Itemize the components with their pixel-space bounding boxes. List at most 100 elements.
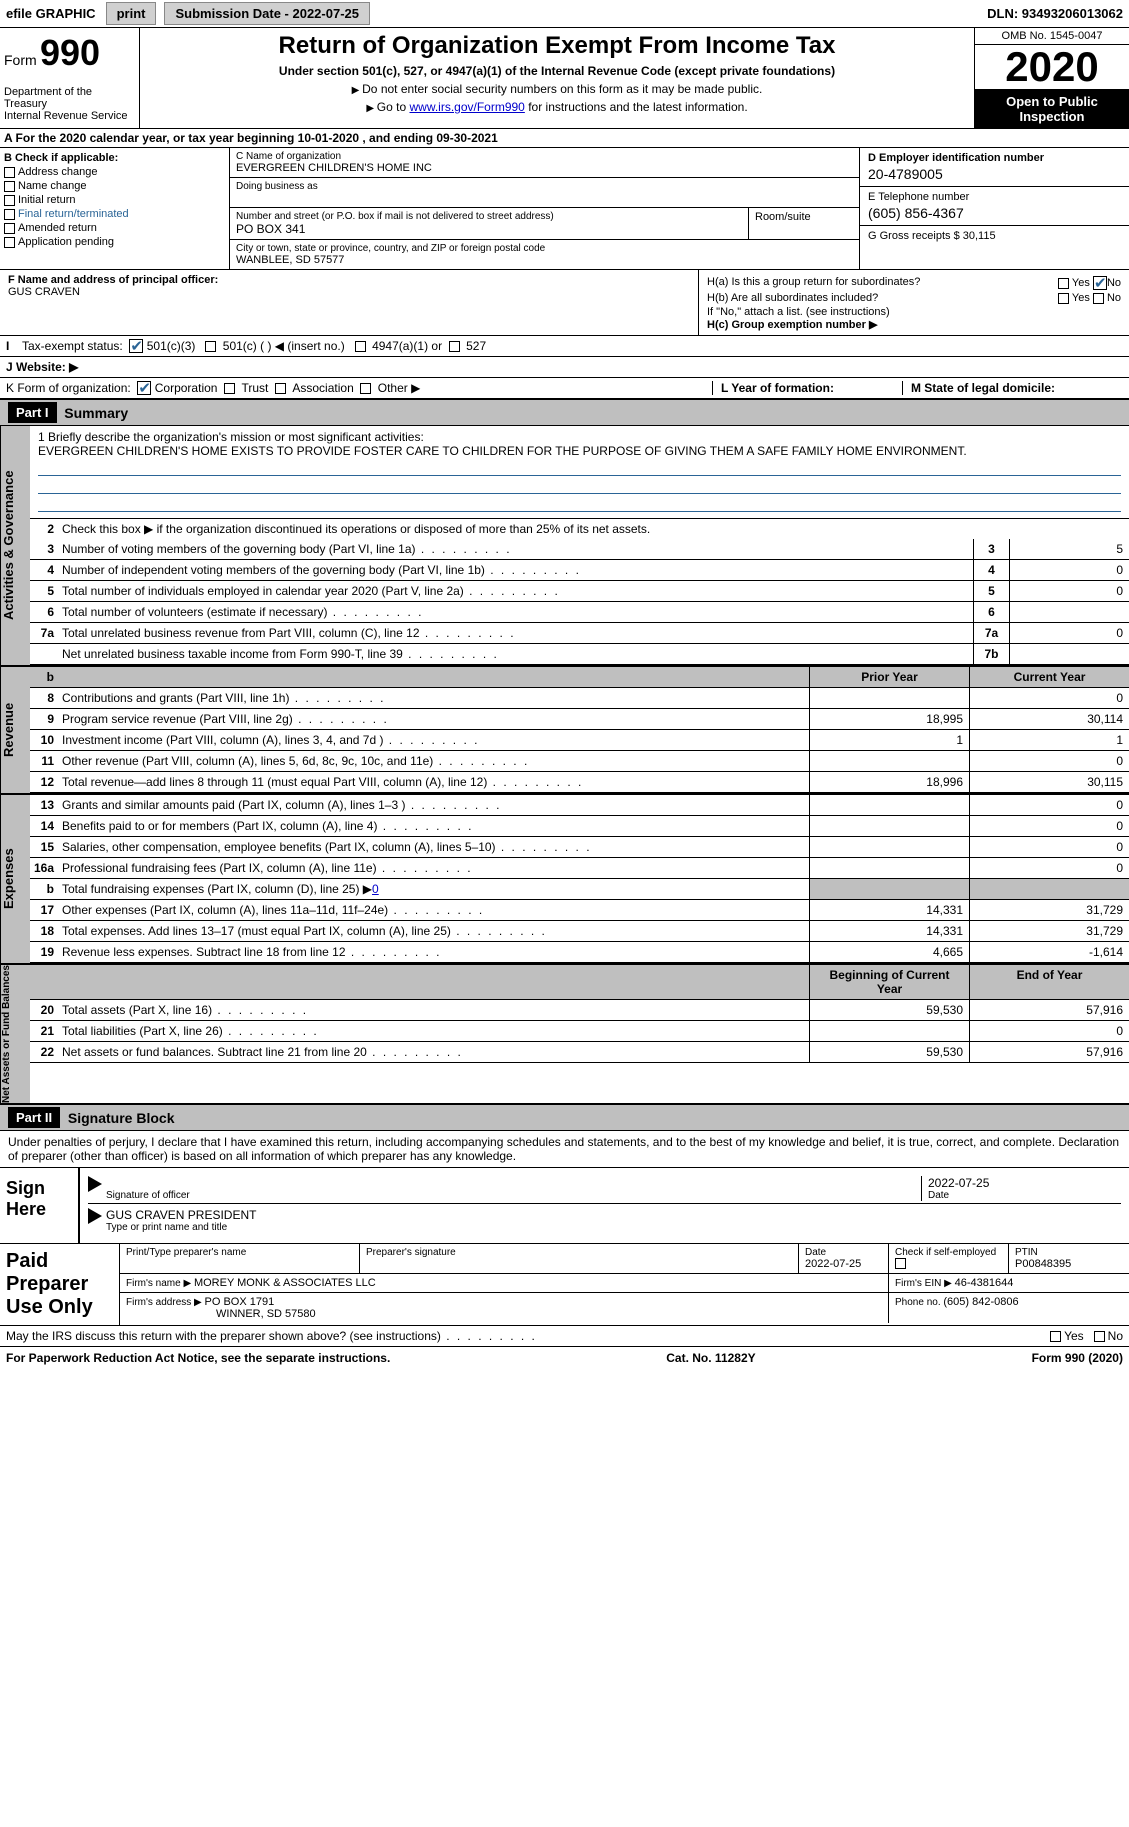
- row-prior: 14,331: [809, 900, 969, 920]
- discuss-label: May the IRS discuss this return with the…: [6, 1329, 537, 1343]
- prep-sig-label: Preparer's signature: [366, 1247, 792, 1258]
- row-curr: -1,614: [969, 942, 1129, 962]
- ha-no-lbl: No: [1107, 277, 1121, 289]
- chk-initial-return[interactable]: [4, 195, 15, 206]
- chk-501c3[interactable]: [129, 339, 143, 353]
- hb-no-lbl: No: [1107, 292, 1121, 304]
- gov-row: 7a Total unrelated business revenue from…: [30, 623, 1129, 644]
- submission-button[interactable]: Submission Date - 2022-07-25: [164, 2, 370, 25]
- ha-yes[interactable]: [1058, 278, 1069, 289]
- ein-value: 20-4789005: [868, 166, 1121, 182]
- ha-no[interactable]: [1093, 276, 1107, 290]
- row-num: 4: [30, 560, 58, 580]
- row-prior: 18,996: [809, 772, 969, 792]
- firm-addr-label: Firm's address ▶: [126, 1297, 205, 1308]
- row-curr: 57,916: [969, 1042, 1129, 1062]
- line-b-num: b: [30, 879, 58, 899]
- gov-row: 6 Total number of volunteers (estimate i…: [30, 602, 1129, 623]
- sig-date-label: Date: [928, 1190, 1121, 1201]
- form990-link[interactable]: www.irs.gov/Form990: [409, 100, 524, 114]
- officer-label: F Name and address of principal officer:: [8, 274, 690, 286]
- row-desc: Program service revenue (Part VIII, line…: [58, 709, 809, 729]
- city-label: City or town, state or province, country…: [236, 243, 853, 254]
- lbl-amended: Amended return: [18, 222, 97, 234]
- part1-header: Part I Summary: [0, 400, 1129, 426]
- ptin-label: PTIN: [1015, 1247, 1123, 1258]
- chk-name-change[interactable]: [4, 181, 15, 192]
- sig-arrow-icon: [88, 1176, 102, 1192]
- col-curr: Current Year: [969, 667, 1129, 687]
- chk-corp[interactable]: [137, 381, 151, 395]
- row-prior: 18,995: [809, 709, 969, 729]
- vlabel-revenue: Revenue: [0, 667, 30, 793]
- dln-label: DLN: 93493206013062: [987, 6, 1123, 21]
- chk-trust[interactable]: [224, 383, 235, 394]
- chk-final-return[interactable]: [4, 209, 15, 220]
- row-num: 11: [30, 751, 58, 771]
- discuss-yes[interactable]: [1050, 1331, 1061, 1342]
- vlabel-governance: Activities & Governance: [0, 426, 30, 665]
- data-row: 22 Net assets or fund balances. Subtract…: [30, 1042, 1129, 1063]
- discuss-no[interactable]: [1094, 1331, 1105, 1342]
- row-num: 5: [30, 581, 58, 601]
- row-curr: 57,916: [969, 1000, 1129, 1020]
- row-desc: Net unrelated business taxable income fr…: [58, 644, 973, 664]
- row-desc: Contributions and grants (Part VIII, lin…: [58, 688, 809, 708]
- chk-amended[interactable]: [4, 223, 15, 234]
- vlabel-netassets: Net Assets or Fund Balances: [0, 965, 30, 1103]
- row-ref: 4: [973, 560, 1009, 580]
- row-val: 5: [1009, 539, 1129, 559]
- row-num: 13: [30, 795, 58, 815]
- chk-assoc[interactable]: [275, 383, 286, 394]
- chk-address-change[interactable]: [4, 167, 15, 178]
- box-d: D Employer identification number 20-4789…: [859, 148, 1129, 269]
- chk-527[interactable]: [449, 341, 460, 352]
- prep-date-label: Date: [805, 1247, 882, 1258]
- firm-name-label: Firm's name ▶: [126, 1278, 194, 1289]
- chk-4947[interactable]: [355, 341, 366, 352]
- row-num: 20: [30, 1000, 58, 1020]
- part1-num: Part I: [8, 402, 57, 423]
- print-button[interactable]: print: [106, 2, 157, 25]
- form-header: Form 990 Department of the Treasury Inte…: [0, 28, 1129, 129]
- row-num: 22: [30, 1042, 58, 1062]
- website-label: J Website: ▶: [6, 360, 78, 374]
- row-curr: 0: [969, 751, 1129, 771]
- hc-label: H(c) Group exemption number ▶: [707, 318, 1121, 331]
- row-num: 21: [30, 1021, 58, 1041]
- row-i: I Tax-exempt status: 501(c)(3) 501(c) ( …: [0, 336, 1129, 357]
- hb-yes[interactable]: [1058, 293, 1069, 304]
- hb-no[interactable]: [1093, 293, 1104, 304]
- row-val: 0: [1009, 623, 1129, 643]
- ptin-value: P00848395: [1015, 1258, 1123, 1270]
- row-desc: Total number of individuals employed in …: [58, 581, 973, 601]
- chk-other[interactable]: [360, 383, 371, 394]
- row-curr: 30,114: [969, 709, 1129, 729]
- row-prior: [809, 751, 969, 771]
- signature-section: Under penalties of perjury, I declare th…: [0, 1131, 1129, 1168]
- col-end: End of Year: [969, 965, 1129, 999]
- lbl-trust: Trust: [241, 381, 268, 395]
- row-prior: [809, 1021, 969, 1041]
- data-row: 8 Contributions and grants (Part VIII, l…: [30, 688, 1129, 709]
- chk-selfemp[interactable]: [895, 1258, 906, 1269]
- chk-app-pending[interactable]: [4, 237, 15, 248]
- cat-no: Cat. No. 11282Y: [666, 1351, 755, 1365]
- ein-label: D Employer identification number: [868, 152, 1121, 164]
- box-b-header: B Check if applicable:: [4, 152, 225, 164]
- fundraising-link[interactable]: 0: [372, 882, 379, 896]
- form-word: Form: [4, 52, 37, 68]
- row-num: 12: [30, 772, 58, 792]
- form-ref: Form 990 (2020): [1032, 1351, 1123, 1365]
- gov-row: 5 Total number of individuals employed i…: [30, 581, 1129, 602]
- row-prior: 14,331: [809, 921, 969, 941]
- sig-date-val: 2022-07-25: [928, 1176, 1121, 1190]
- row-num: [30, 644, 58, 664]
- chk-501c[interactable]: [205, 341, 216, 352]
- row-ref: 3: [973, 539, 1009, 559]
- lbl-address-change: Address change: [18, 166, 98, 178]
- row-curr: 0: [969, 816, 1129, 836]
- row-num: 8: [30, 688, 58, 708]
- ha-yes-lbl: Yes: [1072, 277, 1090, 289]
- data-row: 13 Grants and similar amounts paid (Part…: [30, 795, 1129, 816]
